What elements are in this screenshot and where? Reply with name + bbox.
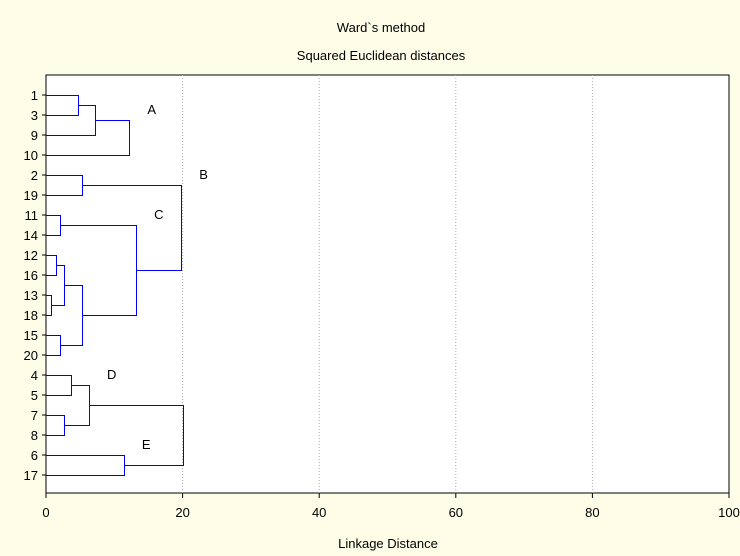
plot-area <box>45 74 730 494</box>
x-tick-label: 20 <box>175 505 189 520</box>
x-tick-label: 60 <box>449 505 463 520</box>
leaf-label: 5 <box>31 388 38 403</box>
x-tick-label: 100 <box>718 505 740 520</box>
cluster-label: A <box>147 102 156 117</box>
leaf-label: 15 <box>24 328 38 343</box>
x-tick-label: 40 <box>312 505 326 520</box>
leaf-label: 9 <box>31 128 38 143</box>
grid-lines <box>182 75 593 493</box>
dendrogram-tree <box>46 95 184 476</box>
dendrogram-link <box>46 120 130 156</box>
leaf-label: 20 <box>24 348 38 363</box>
cluster-label: E <box>142 437 151 452</box>
leaf-label: 1 <box>31 88 38 103</box>
x-axis-label: Linkage Distance <box>338 536 438 551</box>
leaf-label: 11 <box>25 208 39 223</box>
leaf-label: 10 <box>24 148 38 163</box>
leaf-label: 12 <box>24 248 38 263</box>
leaf-label: 17 <box>24 468 38 483</box>
leaf-label: 3 <box>31 108 38 123</box>
leaf-label: 14 <box>24 228 38 243</box>
chart-title: Ward`s method <box>337 20 425 35</box>
leaf-label: 16 <box>24 268 38 283</box>
cluster-label: C <box>154 207 163 222</box>
x-tick-label: 0 <box>42 505 49 520</box>
cluster-labels: A C B D E <box>107 102 208 452</box>
leaf-label: 6 <box>31 448 38 463</box>
x-axis-ticks: 0 20 40 60 80 100 <box>42 493 740 520</box>
cluster-label: B <box>199 167 208 182</box>
cluster-label: D <box>107 367 116 382</box>
chart-subtitle: Squared Euclidean distances <box>297 48 466 63</box>
leaf-label: 7 <box>31 408 38 423</box>
leaf-label: 2 <box>31 168 38 183</box>
leaf-label: 4 <box>31 368 38 383</box>
x-tick-label: 80 <box>585 505 599 520</box>
dendrogram-link <box>82 185 182 271</box>
leaf-label: 13 <box>24 288 38 303</box>
dendrogram-link <box>89 405 184 466</box>
leaf-label: 19 <box>24 188 38 203</box>
leaf-label: 18 <box>24 308 38 323</box>
leaf-label: 8 <box>31 428 38 443</box>
